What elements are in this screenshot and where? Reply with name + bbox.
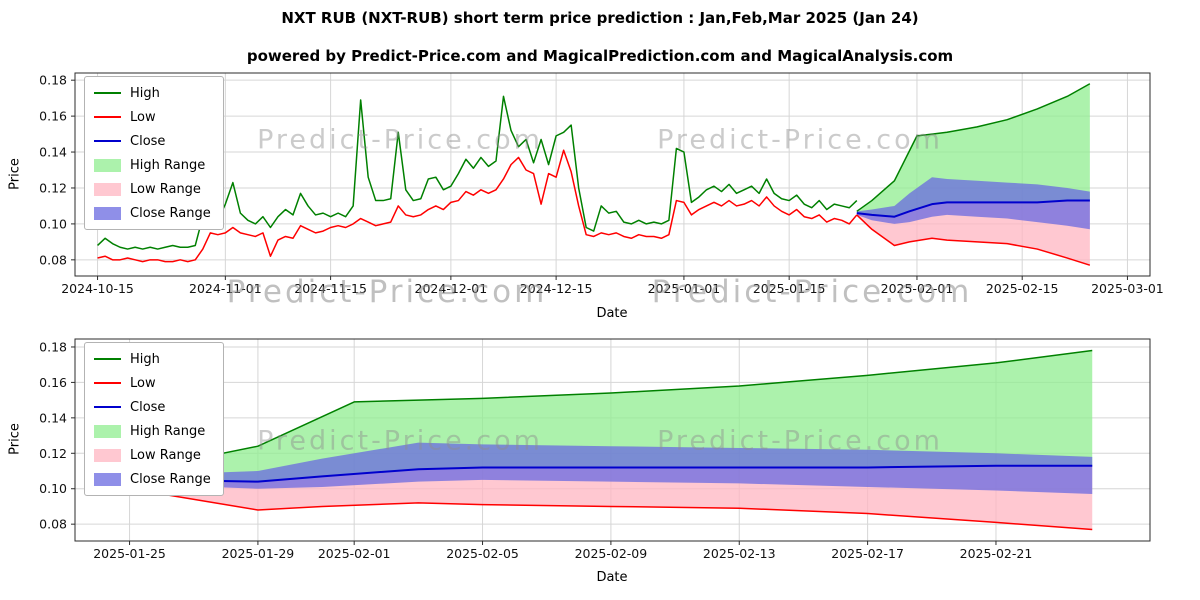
axis-tick-labels: 2024-10-15 2024-11-01 2024-11-15 2024-12-01…	[39, 73, 1164, 296]
x-tick-label: 2025-02-01	[318, 546, 391, 561]
legend-entry-high: High	[94, 351, 211, 367]
legend-label: Low Range	[130, 181, 201, 197]
x-tick-label: 2025-02-21	[960, 546, 1033, 561]
legend-entry-high: High	[94, 85, 211, 101]
legend-label: Low	[130, 109, 156, 125]
y-tick-label: 0.12	[39, 446, 67, 461]
x-tick-label: 2024-12-01	[415, 281, 488, 296]
x-tick-label: 2025-02-15	[986, 281, 1059, 296]
legend-entry-high-range: High Range	[94, 423, 211, 439]
x-tick-label: 2025-02-01	[881, 281, 954, 296]
x-tick-label: 2025-02-17	[831, 546, 904, 561]
range-bands	[97, 350, 1093, 530]
x-tick-label: 2025-02-09	[575, 546, 648, 561]
y-tick-label: 0.08	[39, 252, 67, 267]
page-title: NXT RUB (NXT-RUB) short term price predi…	[281, 9, 919, 27]
y-tick-label: 0.18	[39, 339, 67, 354]
legend-entry-close-range: Close Range	[94, 205, 211, 221]
y-tick-label: 0.14	[39, 410, 67, 425]
low-forecast-line	[856, 214, 1091, 266]
x-axis-label: Date	[596, 306, 628, 321]
x-tick-label: 2025-01-29	[222, 546, 295, 561]
legend-swatch-close	[94, 406, 121, 408]
x-tick-label: 2024-12-15	[520, 281, 593, 296]
low-forecast-line	[97, 479, 1093, 531]
legend: High Low Close High Range Low Range Close Ran…	[84, 76, 224, 230]
legend-swatch-high	[94, 358, 121, 360]
axis-ticks	[71, 79, 1128, 280]
legend-swatch-close	[94, 140, 121, 142]
y-tick-label: 0.10	[39, 481, 67, 496]
legend-swatch-low-range	[94, 448, 121, 462]
forecast-zoom-plot: 2025-01-25 2025-01-29 2025-02-01 2025-02-05…	[39, 338, 1151, 561]
plot-border	[74, 72, 1151, 277]
x-tick-label: 2025-01-25	[93, 546, 166, 561]
y-axis-label: Price	[7, 158, 23, 190]
legend-swatch-high-range	[94, 158, 121, 172]
legend-label: High Range	[130, 157, 206, 173]
high-forecast-line	[97, 349, 1093, 478]
plot-border	[74, 338, 1151, 542]
y-tick-label: 0.12	[39, 180, 67, 195]
legend-label: High Range	[130, 423, 206, 439]
legend-entry-low-range: Low Range	[94, 447, 211, 463]
x-tick-label: 2025-02-13	[703, 546, 776, 561]
y-axis-label: Price	[7, 423, 23, 455]
legend-swatch-low	[94, 382, 121, 384]
legend-swatch-close-range	[94, 206, 121, 220]
y-tick-label: 0.16	[39, 375, 67, 390]
y-tick-label: 0.18	[39, 73, 67, 88]
forecast-zoom-chart: 2025-01-25 2025-01-29 2025-02-01 2025-02-05…	[0, 332, 1200, 592]
series-lines	[97, 83, 1091, 266]
legend-swatch-low	[94, 116, 121, 118]
high-range-band	[856, 83, 1090, 217]
x-tick-label: 2025-01-01	[648, 281, 721, 296]
legend-swatch-high-range	[94, 424, 121, 438]
low-history-line	[97, 149, 858, 263]
x-tick-label: 2025-02-05	[446, 546, 519, 561]
x-tick-label: 2024-11-15	[294, 281, 367, 296]
legend-label: High	[130, 85, 160, 101]
x-tick-label: 2025-03-01	[1091, 281, 1164, 296]
legend-swatch-low-range	[94, 182, 121, 196]
y-tick-label: 0.08	[39, 517, 67, 532]
high-forecast-line	[856, 83, 1091, 212]
close-forecast-line	[97, 464, 1093, 483]
legend-label: Close Range	[130, 205, 211, 221]
close-forecast-line	[856, 199, 1090, 218]
legend-entry-high-range: High Range	[94, 157, 211, 173]
legend: High Low Close High Range Low Range Close Ran…	[84, 342, 224, 496]
legend-entry-close: Close	[94, 399, 211, 415]
price-history-plot: 2024-10-15 2024-11-01 2024-11-15 2024-12-01…	[39, 72, 1164, 296]
legend-entry-close: Close	[94, 133, 211, 149]
legend-label: Close Range	[130, 471, 211, 487]
legend-entry-low-range: Low Range	[94, 181, 211, 197]
page-subtitle: powered by Predict-Price.com and Magical…	[246, 47, 954, 65]
legend-entry-low: Low	[94, 375, 211, 391]
series-lines	[97, 349, 1093, 531]
legend-entry-low: Low	[94, 109, 211, 125]
legend-label: Close	[130, 133, 166, 149]
range-bands	[856, 83, 1090, 266]
legend-label: Close	[130, 399, 166, 415]
y-tick-label: 0.10	[39, 216, 67, 231]
axis-tick-labels: 2025-01-25 2025-01-29 2025-02-01 2025-02-05…	[39, 339, 1032, 561]
legend-label: High	[130, 351, 160, 367]
price-history-chart: 2024-10-15 2024-11-01 2024-11-15 2024-12-01…	[0, 66, 1200, 326]
x-tick-label: 2024-10-15	[61, 281, 134, 296]
y-tick-label: 0.14	[39, 145, 67, 160]
high-range-band	[97, 350, 1093, 482]
x-tick-label: 2025-01-15	[753, 281, 826, 296]
x-axis-label: Date	[596, 570, 628, 585]
legend-label: Low Range	[130, 447, 201, 463]
legend-swatch-close-range	[94, 472, 121, 486]
y-tick-label: 0.16	[39, 109, 67, 124]
legend-swatch-high	[94, 92, 121, 94]
x-tick-label: 2024-11-01	[189, 281, 262, 296]
axis-ticks	[71, 346, 997, 545]
high-history-line	[97, 95, 858, 250]
legend-label: Low	[130, 375, 156, 391]
legend-entry-close-range: Close Range	[94, 471, 211, 487]
